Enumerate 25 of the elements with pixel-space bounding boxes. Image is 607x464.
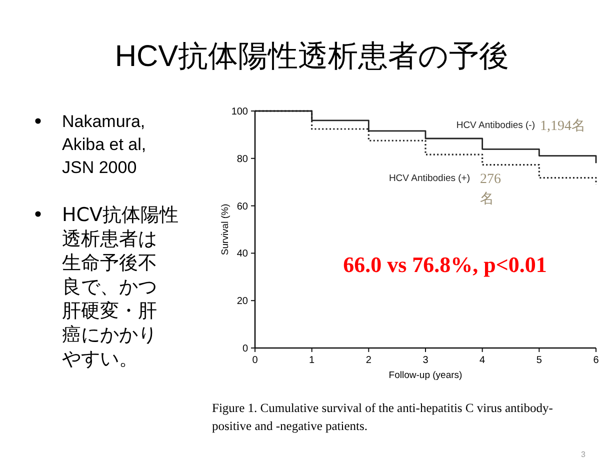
x-axis-title: Follow-up (years): [388, 370, 462, 381]
text: HCV抗体陽性透析患者は生命予後不良で、かつ肝硬変・肝癌にかかりやすい。: [62, 204, 179, 370]
series-label: HCV Antibodies (-): [456, 120, 535, 131]
x-tick-label: 0: [252, 355, 258, 366]
x-tick-label: 4: [480, 355, 486, 366]
y-tick-label: 0: [242, 344, 248, 354]
text: Nakamura, Akiba et al, JSN 2000: [62, 112, 146, 177]
chart-title: HCV抗体陽性透析患者の予後: [114, 40, 510, 73]
y-axis-title: Survival (%): [220, 204, 231, 256]
caption: Figure 1. Cumulative survival of the anti-hepatitis C virus antibody- positive and -negative patients.: [212, 401, 553, 433]
x-tick-label: 6: [593, 355, 600, 366]
x-tick-label: 1: [309, 355, 316, 366]
x-tick-label: 5: [536, 355, 542, 366]
x-tick-label: 3: [422, 355, 429, 366]
y-tick-label: 40: [236, 248, 248, 260]
annotation: 66.0 vs 76.8%, p<0.01: [343, 252, 547, 277]
x-tick-label: 2: [366, 355, 372, 366]
series-label: HCV Antibodies (+): [388, 173, 470, 184]
text: 3: [581, 450, 586, 459]
y-tick-label: 60: [236, 201, 248, 212]
y-tick-label: 20: [236, 296, 248, 308]
y-tick-label: 80: [236, 154, 248, 165]
y-tick-label: 100: [231, 106, 248, 118]
annotation: 276 名: [480, 172, 501, 207]
annotation: 1,194名: [540, 118, 586, 134]
